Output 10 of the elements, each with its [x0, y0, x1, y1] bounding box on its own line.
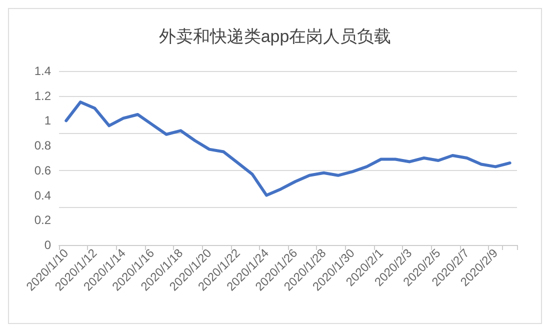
y-tick-label: 0 — [44, 238, 52, 252]
y-tick-label: 1.4 — [34, 64, 52, 78]
y-tick-label: 1 — [44, 114, 52, 128]
y-tick-label: 0.4 — [34, 188, 52, 202]
chart-title: 外卖和快递类app在岗人员负载 — [158, 27, 392, 46]
line-series — [64, 100, 512, 197]
y-tick-label: 1.2 — [34, 88, 52, 103]
y-tick-label: 0.8 — [34, 138, 52, 153]
y-tick-label: 0.2 — [34, 213, 52, 228]
y-tick-label: 0.6 — [34, 163, 52, 178]
